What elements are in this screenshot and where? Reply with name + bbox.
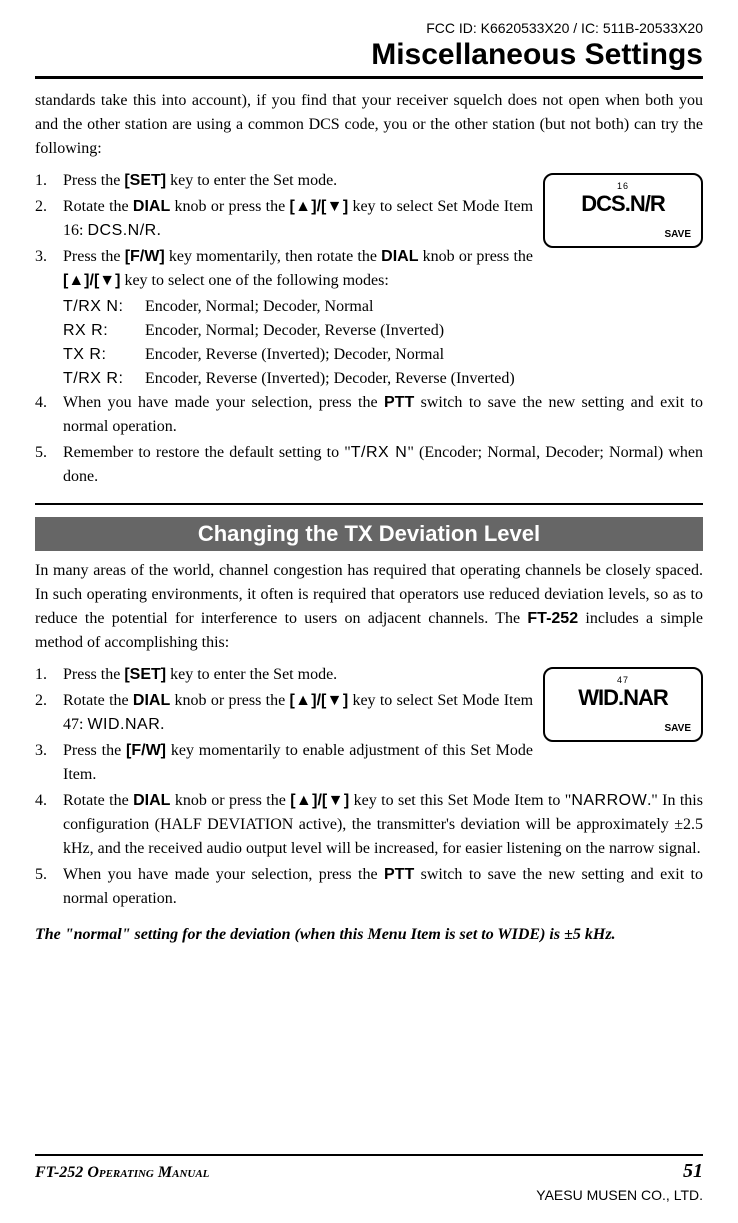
page-footer: FT-252 Operating Manual 51 YAESU MUSEN C…	[35, 1154, 703, 1203]
key-label: PTT	[384, 866, 414, 883]
mode-label: RX R:	[63, 319, 145, 343]
list-item: Rotate the DIAL knob or press the [▲]/[▼…	[35, 195, 703, 243]
text: key to enter the Set mode.	[166, 172, 337, 189]
mode-row: T/RX R: Encoder, Reverse (Inverted); Dec…	[35, 367, 703, 391]
section-intro: In many areas of the world, channel cong…	[35, 559, 703, 655]
main-title: Miscellaneous Settings	[35, 38, 703, 72]
mode-desc: Encoder, Normal; Decoder, Normal	[145, 295, 703, 319]
key-label: DIAL	[133, 198, 170, 215]
instruction-list-1: Press the [SET] key to enter the Set mod…	[35, 169, 703, 293]
model: FT-252	[35, 1164, 87, 1181]
list-item: Press the [F/W] key momentarily to enabl…	[35, 739, 703, 787]
list-item: When you have made your selection, press…	[35, 391, 703, 439]
text: Press the	[63, 172, 124, 189]
text: key to enter the Set mode.	[166, 666, 337, 683]
page-number: 51	[683, 1160, 703, 1183]
instruction-list-1-cont: When you have made your selection, press…	[35, 391, 703, 489]
text: knob or press the	[170, 692, 289, 709]
text: knob or press the	[418, 248, 533, 265]
text: .	[157, 222, 161, 239]
mode-name: T/RX N	[351, 444, 408, 461]
text: key to select one of the following modes…	[120, 272, 388, 289]
mode-label: TX R:	[63, 343, 145, 367]
text: Rotate the	[63, 792, 133, 809]
key-label: [SET]	[124, 666, 166, 683]
text: key momentarily, then rotate the	[165, 248, 381, 265]
mode-label: T/RX R:	[63, 367, 145, 391]
key-label: [F/W]	[125, 248, 165, 265]
mode-name: WID.NAR	[87, 716, 160, 733]
list-item: Rotate the DIAL knob or press the [▲]/[▼…	[35, 789, 703, 861]
key-label: [▲]/[▼]	[290, 198, 349, 215]
key-label: [▲]/[▼]	[290, 692, 349, 709]
mode-desc: Encoder, Reverse (Inverted); Decoder, Re…	[145, 367, 703, 391]
key-label: DIAL	[133, 792, 170, 809]
section-header: Changing the TX Deviation Level	[35, 517, 703, 551]
mode-row: T/RX N: Encoder, Normal; Decoder, Normal	[35, 295, 703, 319]
list-item: When you have made your selection, press…	[35, 863, 703, 911]
text: When you have made your selection, press…	[63, 394, 384, 411]
key-label: [▲]/[▼]	[290, 792, 349, 809]
text: Remember to restore the default setting …	[63, 444, 351, 461]
manual-title: FT-252 Operating Manual	[35, 1164, 209, 1182]
italic-note: The "normal" setting for the deviation (…	[35, 923, 703, 947]
list-item: Remember to restore the default setting …	[35, 441, 703, 489]
text: Press the	[63, 248, 125, 265]
list-item: Press the [SET] key to enter the Set mod…	[35, 169, 703, 193]
mode-label: T/RX N:	[63, 295, 145, 319]
model-name: FT-252	[527, 610, 578, 627]
key-label: DIAL	[381, 248, 418, 265]
text: key to set this Set Mode Item to "	[349, 792, 571, 809]
text: Rotate the	[63, 198, 133, 215]
mode-desc: Encoder, Normal; Decoder, Reverse (Inver…	[145, 319, 703, 343]
list-item: Press the [F/W] key momentarily, then ro…	[35, 245, 703, 293]
key-label: DIAL	[133, 692, 170, 709]
text: When you have made your selection, press…	[63, 866, 384, 883]
fcc-id: FCC ID: K6620533X20 / IC: 511B-20533X20	[35, 20, 703, 36]
key-label: [F/W]	[126, 742, 166, 759]
mode-row: RX R: Encoder, Normal; Decoder, Reverse …	[35, 319, 703, 343]
title-divider	[35, 76, 703, 79]
mode-desc: Encoder, Reverse (Inverted); Decoder, No…	[145, 343, 703, 367]
footer-row: FT-252 Operating Manual 51	[35, 1160, 703, 1183]
mode-row: TX R: Encoder, Reverse (Inverted); Decod…	[35, 343, 703, 367]
list-item: Rotate the DIAL knob or press the [▲]/[▼…	[35, 689, 703, 737]
manual-label: Operating Manual	[87, 1164, 209, 1181]
key-label: [▲]/[▼]	[63, 272, 120, 289]
mode-name: DCS.N/R	[87, 222, 156, 239]
instruction-list-2: Press the [SET] key to enter the Set mod…	[35, 663, 703, 911]
key-label: [SET]	[124, 172, 166, 189]
text: Press the	[63, 666, 124, 683]
key-label: PTT	[384, 394, 414, 411]
mode-name: NARROW	[571, 792, 647, 809]
section-divider	[35, 503, 703, 505]
text: Press the	[63, 742, 126, 759]
intro-paragraph: standards take this into account), if yo…	[35, 89, 703, 161]
company-name: YAESU MUSEN CO., LTD.	[35, 1187, 703, 1203]
text: knob or press the	[170, 792, 290, 809]
list-item: Press the [SET] key to enter the Set mod…	[35, 663, 703, 687]
text: Rotate the	[63, 692, 133, 709]
text: .	[160, 716, 164, 733]
footer-divider	[35, 1154, 703, 1156]
text: knob or press the	[170, 198, 289, 215]
